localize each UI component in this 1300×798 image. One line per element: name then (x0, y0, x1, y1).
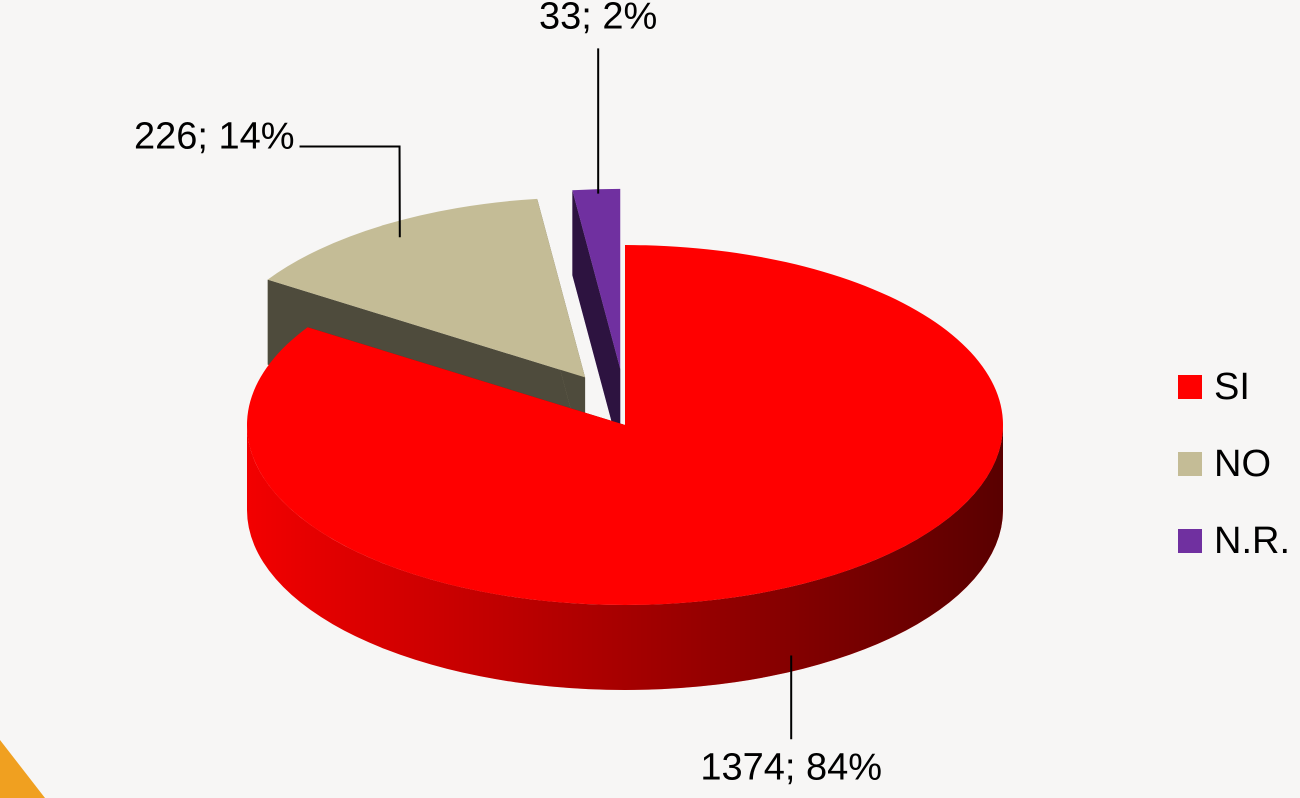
legend-label: SI (1214, 366, 1250, 408)
slice (246, 245, 1004, 605)
slice (267, 198, 586, 378)
data-label: 1374; 84% (700, 746, 882, 788)
data-label: 33; 2% (539, 0, 657, 37)
slice-wall-shade (572, 190, 621, 454)
pie: 1374; 84% 226; 14% 33; 2% (134, 0, 1004, 788)
leader-line (299, 145, 401, 238)
slice (572, 188, 621, 369)
legend-label: N.R. (1214, 520, 1290, 562)
data-label: 226; 14% (134, 116, 295, 158)
legend: SI NO N.R. (1178, 366, 1290, 562)
legend-label: NO (1214, 443, 1271, 485)
legend-swatch (1178, 529, 1202, 553)
legend-swatch (1178, 452, 1202, 476)
legend-swatch (1178, 375, 1202, 399)
corner-decoration (0, 740, 45, 798)
slice-side-shade (247, 425, 1003, 690)
